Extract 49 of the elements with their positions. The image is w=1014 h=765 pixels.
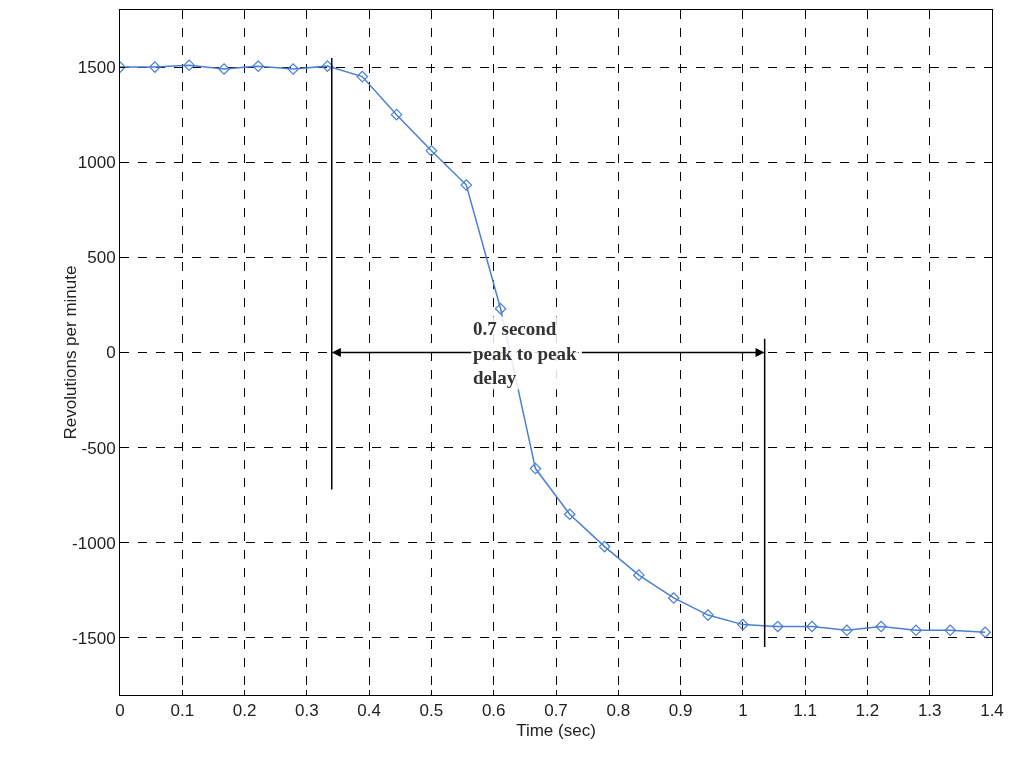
point <box>771 620 784 633</box>
y-tick-label: 0 <box>106 343 116 363</box>
y-tick-label: 500 <box>87 248 116 268</box>
point <box>356 70 369 83</box>
point <box>321 60 334 72</box>
annotation: 0.7 second peak to peak delay <box>473 318 577 389</box>
point <box>390 108 403 121</box>
point <box>806 620 818 633</box>
point <box>218 63 230 75</box>
x-tick-label: 0.6 <box>481 701 506 721</box>
x-tick-label: 0.9 <box>668 701 693 721</box>
point <box>841 624 853 637</box>
x-tick-label: 0.2 <box>232 701 257 721</box>
x-tick-label: 0.1 <box>170 701 195 721</box>
point <box>460 179 473 191</box>
x-axis-title: Time (sec) <box>516 720 596 740</box>
point <box>633 569 645 581</box>
x-tick-label: 1.1 <box>793 701 817 721</box>
point <box>875 620 887 633</box>
point <box>563 508 576 521</box>
point <box>287 63 299 75</box>
point <box>494 302 507 315</box>
y-axis-title: Revolutions per minute <box>60 265 80 440</box>
point <box>149 61 161 73</box>
y-tick-label: 1500 <box>77 58 116 78</box>
x-tick-label: 0.4 <box>357 701 381 721</box>
y-tick-label: -1000 <box>72 533 116 553</box>
x-tick-label: 1.3 <box>917 701 942 721</box>
x-tick-label: 0.5 <box>419 701 444 721</box>
point <box>910 624 922 637</box>
x-tick-label: 1.2 <box>855 701 880 721</box>
point <box>667 592 680 604</box>
point <box>737 618 749 631</box>
point <box>979 626 991 639</box>
y-tick-label: -1500 <box>72 628 116 648</box>
point <box>944 624 957 637</box>
point <box>702 609 714 621</box>
point <box>529 462 542 475</box>
x-tick-label: 0.8 <box>606 701 631 721</box>
x-tick-label: 1 <box>738 701 748 721</box>
point <box>425 145 438 157</box>
point <box>183 59 195 71</box>
point <box>598 540 611 553</box>
point <box>252 60 265 72</box>
x-tick-label: 1.4 <box>980 701 1004 721</box>
x-tick-label: 0.7 <box>544 701 568 721</box>
y-tick-label: -500 <box>81 438 116 458</box>
y-tick-label: 1000 <box>77 153 116 173</box>
x-tick-label: 0.3 <box>295 701 319 721</box>
